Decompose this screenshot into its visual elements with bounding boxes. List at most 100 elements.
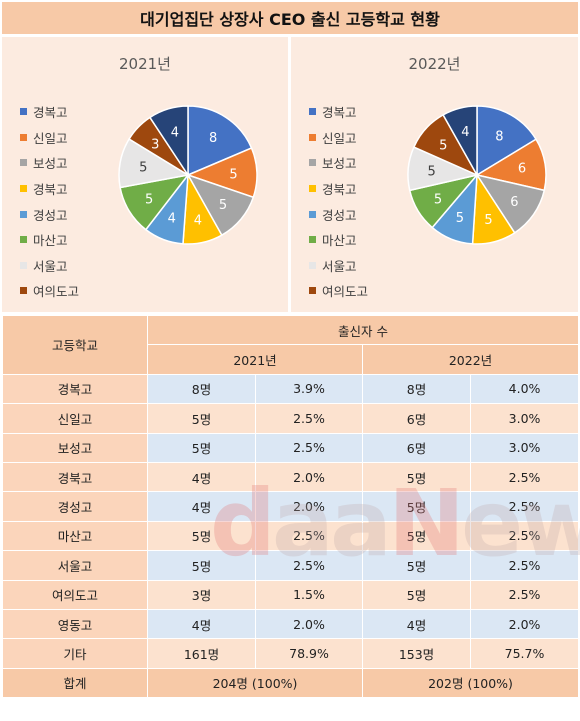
header-year-2022: 2022년 [361, 344, 580, 375]
legend-label: 경복고 [33, 105, 68, 121]
pie-data-label: 4 [194, 213, 202, 228]
count-2022: 153명 [362, 638, 471, 669]
legend-swatch [20, 108, 27, 116]
legend-swatch [20, 159, 27, 167]
pct-2022: 75.7% [469, 638, 580, 669]
row-school: 영동고 [2, 608, 148, 640]
row-school: 경북고 [2, 461, 148, 493]
row-school: 기타 [2, 638, 148, 669]
count-2022: 6명 [362, 403, 471, 434]
pie-data-label: 5 [229, 167, 237, 182]
count-2021: 5명 [147, 432, 256, 463]
table-row: 기타 161명 78.9% 153명 75.7% [2, 638, 580, 669]
legend-label: 서울고 [33, 258, 68, 274]
legend-swatch [309, 287, 316, 295]
legend-item: 서울고 [20, 253, 79, 279]
header-year-2021: 2021년 [147, 344, 363, 375]
legend-swatch [309, 159, 316, 167]
row-school: 보성고 [2, 432, 148, 463]
pct-2021: 2.0% [255, 608, 363, 640]
table-row: 마산고 5명 2.5% 5명 2.5% [2, 520, 580, 552]
pie-slice-영동고 [442, 105, 478, 178]
legend-label: 경복고 [322, 105, 357, 121]
legend-swatch [309, 210, 316, 218]
total-2022: 202명 (100%) [361, 667, 580, 699]
legend-item: 경복고 [309, 99, 368, 125]
pie-data-label: 6 [518, 162, 526, 177]
count-2021: 5명 [147, 550, 256, 581]
pct-2022: 2.5% [469, 579, 580, 610]
pie-data-label: 4 [168, 212, 176, 227]
pie-slice-경복고 [476, 105, 538, 177]
table-row: 여의도고 3명 1.5% 5명 2.5% [2, 579, 580, 610]
row-school: 서울고 [2, 550, 148, 581]
count-2021: 4명 [147, 461, 256, 493]
pie-data-label: 6 [510, 195, 518, 210]
pie-data-label: 8 [495, 129, 503, 144]
table-row: 영동고 4명 2.0% 4명 2.0% [2, 608, 580, 640]
legend-item: 보성고 [309, 150, 368, 176]
legend-item: 여의도고 [20, 278, 79, 304]
legend-swatch [20, 185, 27, 193]
legend-label: 보성고 [33, 156, 68, 172]
legend-label: 서울고 [322, 258, 357, 274]
legend-label: 여의도고 [322, 284, 369, 300]
pct-2021: 78.9% [255, 638, 363, 669]
legend-label: 보성고 [322, 156, 357, 172]
legend-swatch [309, 236, 316, 244]
row-school: 신일고 [2, 403, 148, 434]
pie-data-label: 5 [428, 165, 436, 180]
count-2021: 8명 [147, 373, 256, 405]
pct-2022: 2.5% [469, 520, 580, 552]
legend-swatch [20, 287, 27, 295]
pct-2022: 2.5% [469, 550, 580, 581]
row-school: 여의도고 [2, 579, 148, 610]
chart-title-2022: 2022년 [408, 55, 461, 73]
header-school: 고등학교 [2, 315, 148, 375]
pct-2022: 2.5% [469, 491, 580, 522]
pct-2022: 3.0% [469, 403, 580, 434]
legend-swatch [20, 210, 27, 218]
legend-swatch [309, 261, 316, 269]
count-2022: 5명 [362, 550, 471, 581]
count-2021: 4명 [147, 491, 256, 522]
legend-item: 경북고 [20, 176, 79, 202]
count-2021: 5명 [147, 403, 256, 434]
legend-swatch [20, 236, 27, 244]
pct-2022: 2.5% [469, 461, 580, 493]
legend-item: 보성고 [20, 150, 79, 176]
legend-label: 신일고 [33, 130, 68, 146]
pie-data-label: 8 [209, 131, 217, 146]
pie-data-label: 5 [484, 213, 492, 228]
pct-2022: 3.0% [469, 432, 580, 463]
count-2022: 4명 [362, 608, 471, 640]
count-2022: 5명 [362, 461, 471, 493]
pie-slice-경복고 [187, 105, 253, 177]
legend-label: 신일고 [322, 130, 357, 146]
header-group: 출신자 수 [146, 314, 580, 346]
row-school: 마산고 [2, 520, 148, 552]
pie-data-label: 5 [219, 198, 227, 213]
legend-item: 신일고 [20, 125, 79, 151]
legend-item: 여의도고 [309, 278, 368, 304]
count-2022: 6명 [362, 432, 471, 463]
pct-2021: 1.5% [255, 579, 363, 610]
pie-data-label: 5 [439, 138, 447, 153]
count-2022: 5명 [362, 579, 471, 610]
legend-item: 마산고 [20, 227, 79, 253]
legend-label: 경성고 [33, 207, 68, 223]
pct-2022: 2.0% [469, 608, 580, 640]
count-2022: 5명 [362, 491, 471, 522]
table-row: 신일고 5명 2.5% 6명 3.0% [2, 403, 580, 434]
legend-label: 경성고 [322, 207, 357, 223]
pct-2021: 2.0% [255, 491, 363, 522]
chart-title-2021: 2021년 [119, 55, 171, 73]
legend-item: 마산고 [309, 227, 368, 253]
count-2022: 5명 [362, 520, 471, 552]
pct-2021: 3.9% [255, 373, 363, 405]
legend-label: 여의도고 [33, 284, 80, 300]
